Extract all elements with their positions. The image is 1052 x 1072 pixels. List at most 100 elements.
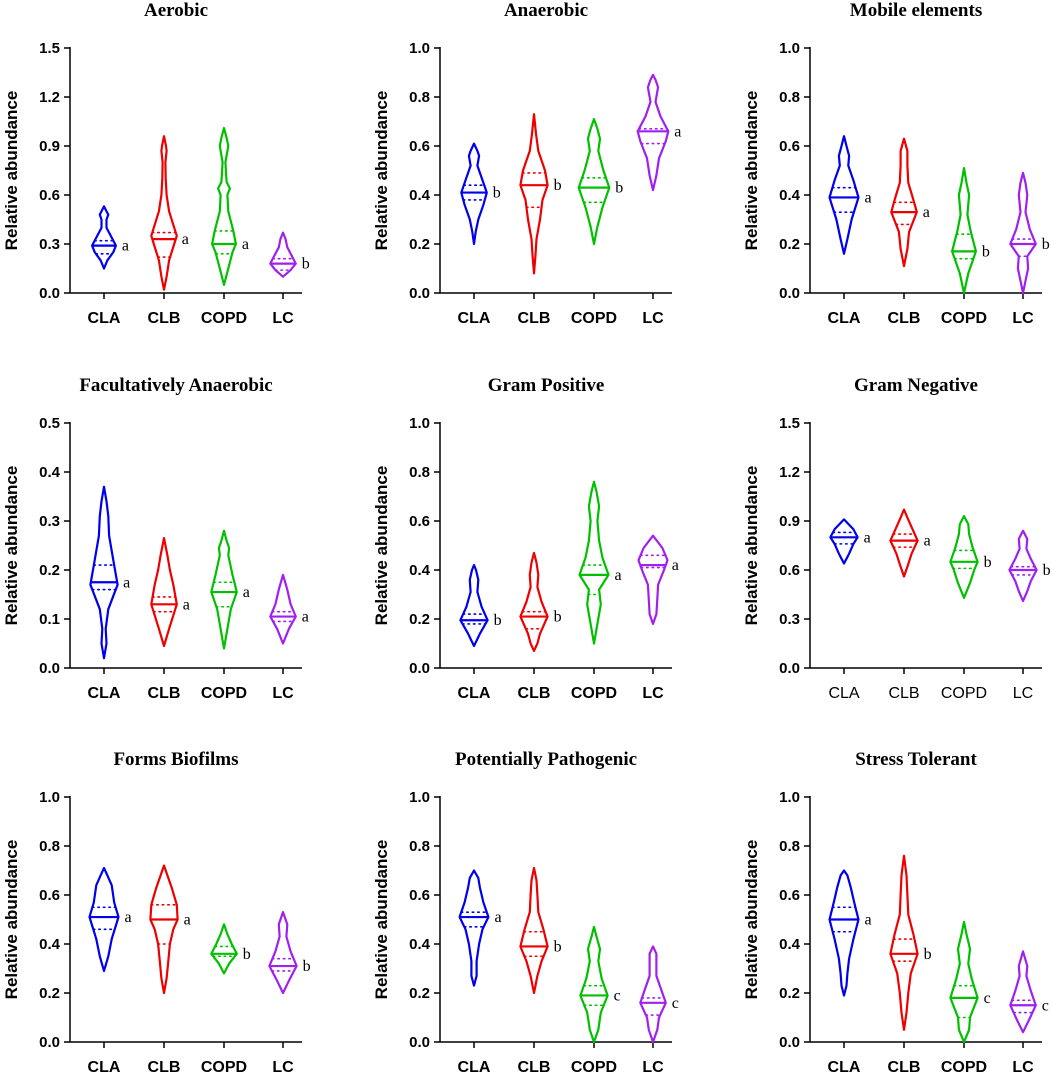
panel-gram-positive: Gram Positive Relative abundance 0.0 0.2 0.4… [372,375,679,702]
violin-group-lc: LC c [639,945,679,1072]
significance-letter: a [864,189,871,206]
y-tick-label: 1.0 [779,789,800,806]
x-category-label: CLA [88,685,121,702]
violin-group-clb: CLB a [148,864,191,1072]
violin-group-cla: CLA a [458,869,502,1072]
violin-group-copd: COPD b [941,167,990,327]
panel-title: Facultatively Anaerobic [79,375,272,396]
y-tick-label: 1.5 [39,40,60,57]
significance-letter: b [924,946,932,963]
y-tick-label: 0.6 [779,138,800,155]
y-tick-label: 0.0 [779,1034,800,1051]
violin-group-lc: LC b [268,911,311,1072]
violin-shape [91,205,117,270]
violin-group-clb: CLB b [888,854,932,1072]
significance-letter: a [123,574,130,591]
x-category-label: LC [642,685,664,702]
y-tick-label: 1.0 [779,40,800,57]
violin-shape [211,126,237,286]
panel-title: Stress Tolerant [855,749,977,770]
violin-group-clb: CLB a [888,137,930,327]
violin-group-cla: CLA a [828,869,872,1072]
panel-mobile-elements: Mobile elements Relative abundance 0.0 0.2 0… [742,0,1050,327]
x-category-label: LC [1012,310,1034,327]
violin-shape [951,167,977,295]
significance-letter: a [864,912,871,929]
x-category-label: LC [1013,685,1033,702]
violin-shape [578,480,610,645]
significance-letter: a [183,596,190,613]
x-category-label: COPD [201,1059,247,1072]
significance-letter: c [614,987,621,1004]
violin-group-cla: CLA a [88,866,132,1072]
significance-letter: a [182,231,189,248]
y-tick-label: 0.9 [779,513,800,530]
y-tick-label: 0.0 [409,1034,430,1051]
y-tick-label: 1.2 [39,89,60,106]
x-category-label: CLB [888,1059,921,1072]
violin-shape [1009,950,1037,1034]
x-category-label: CLA [828,685,859,702]
violin-shape [89,485,119,660]
violin-shape [636,73,670,192]
significance-letter: a [923,204,930,221]
x-category-label: CLB [518,1059,551,1072]
y-tick-label: 0.6 [409,513,430,530]
y-tick-label: 0.8 [409,838,430,855]
y-tick-label: 0.2 [409,236,430,253]
y-tick-label: 0.0 [39,285,60,302]
panel-anaerobic: Anaerobic Relative abundance 0.0 0.2 0.4 0.6 0… [372,0,681,327]
violin-shape [519,866,549,995]
y-axis-label: Relative abundance [372,91,391,251]
x-category-label: LC [272,685,294,702]
violin-group-cla: CLA a [828,135,872,327]
y-tick-label: 0.4 [39,464,61,481]
x-category-label: CLB [148,1059,181,1072]
y-tick-label: 0.6 [39,187,60,204]
violin-group-cla: CLA a [88,485,130,702]
violin-shape [949,515,979,599]
violin-shape [637,534,669,625]
violin-shape [519,113,549,275]
significance-letter: b [243,946,251,963]
y-axis-label: Relative abundance [742,466,761,626]
x-category-label: CLA [828,1059,861,1072]
violin-group-lc: LC a [637,534,679,702]
y-tick-label: 0.8 [409,89,430,106]
y-tick-label: 0.2 [409,985,430,1002]
y-tick-label: 0.2 [409,611,430,628]
violin-shape [150,135,178,291]
significance-letter: b [493,185,501,202]
significance-letter: a [243,584,250,601]
y-tick-label: 0.3 [39,236,60,253]
violin-group-lc: LC a [636,73,681,327]
y-tick-label: 1.0 [409,415,430,432]
y-tick-label: 1.0 [409,789,430,806]
panel-title: Potentially Pathogenic [455,749,637,770]
y-axis-label: Relative abundance [372,840,391,1000]
y-tick-label: 0.4 [409,936,431,953]
y-axis-label: Relative abundance [742,91,761,251]
violin-group-copd: COPD c [571,925,621,1072]
y-tick-label: 0.4 [779,936,801,953]
x-category-label: CLA [88,310,121,327]
significance-letter: c [672,995,679,1012]
x-category-label: CLA [458,685,491,702]
significance-letter: b [982,243,990,260]
significance-letter: a [672,557,679,574]
violin-shape [519,551,549,652]
violin-shape [210,529,238,650]
violin-group-lc: LC b [269,231,310,327]
significance-letter: c [984,990,991,1007]
panel-stress-tolerant: Stress Tolerant Relative abundance 0.0 0.2 0… [742,749,1049,1072]
violin-group-lc: LC b [1008,529,1051,702]
panel-title: Gram Positive [488,375,605,396]
y-tick-label: 0.6 [39,887,60,904]
violin-group-cla: CLA b [458,142,501,327]
violin-group-clb: CLB b [518,551,562,702]
y-tick-label: 0.8 [39,838,60,855]
x-category-label: CLB [148,310,181,327]
violin-shape [460,142,488,246]
significance-letter: b [1042,236,1050,253]
violin-shape [829,518,859,565]
